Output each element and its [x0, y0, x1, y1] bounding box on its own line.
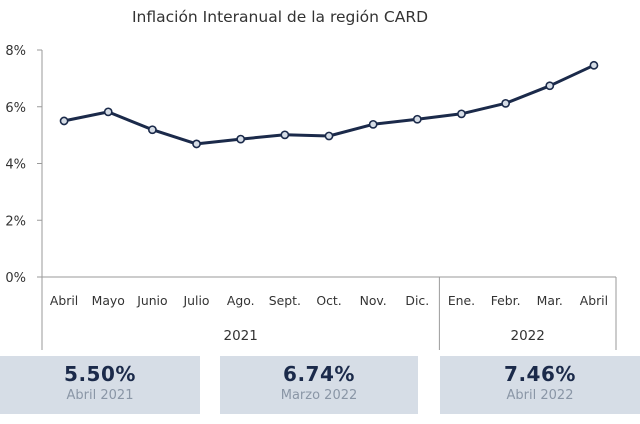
x-tick-label: Febr.	[491, 293, 521, 308]
data-point	[457, 109, 466, 119]
y-tick-label: 2%	[5, 214, 26, 229]
data-point	[412, 114, 422, 124]
y-tick-label: 4%	[5, 158, 26, 173]
y-tick-label: 6%	[5, 101, 26, 116]
data-point	[59, 116, 69, 126]
x-tick-label: Abril	[580, 293, 608, 308]
x-tick-label: Abril	[50, 293, 78, 308]
x-tick-label: Nov.	[360, 293, 387, 308]
x-tick-label: Ene.	[448, 293, 475, 308]
x-tick-label: Mar.	[537, 293, 563, 308]
stat-card-abril-2021: 5.50% Abril 2021	[0, 356, 200, 414]
stat-card-label: Abril 2021	[66, 388, 134, 403]
stat-card-label: Marzo 2022	[280, 388, 358, 403]
chart-title: Inflación Interanual de la región CARD	[132, 8, 428, 26]
stat-card-value: 5.50%	[64, 362, 136, 386]
data-point	[589, 60, 599, 70]
data-point	[501, 98, 511, 108]
stat-card-label: Abril 2022	[506, 388, 574, 403]
x-tick-label: Mayo	[92, 293, 125, 308]
data-point	[324, 131, 334, 141]
data-point	[368, 119, 378, 129]
stat-card-abril-2022: 7.46% Abril 2022	[440, 356, 640, 414]
stat-card-value: 7.46%	[504, 362, 576, 386]
x-tick-label: Oct.	[316, 293, 341, 308]
data-point	[192, 139, 201, 149]
stat-card-marzo-2022: 6.74% Marzo 2022	[220, 356, 418, 414]
y-tick-label: 8%	[5, 44, 26, 59]
y-tick-label: 0%	[5, 271, 26, 286]
x-tick-label: Ago.	[227, 293, 255, 308]
data-point	[103, 107, 113, 117]
x-tick-label: Sept.	[269, 293, 301, 308]
data-point	[236, 134, 246, 144]
data-point	[545, 81, 555, 91]
year-group-label: 2022	[511, 328, 545, 344]
chart-series	[59, 60, 599, 149]
data-point	[280, 130, 290, 140]
chart-axes: 0% 2% 4% 6% 8% Abril Mayo Junio Julio Ago. Sept. Oc…	[5, 44, 617, 350]
x-tick-label: Dic.	[405, 293, 429, 308]
data-point	[147, 125, 157, 135]
x-tick-label: Julio	[183, 293, 210, 308]
year-group-label: 2021	[224, 328, 258, 344]
inflation-line-chart: Inflación Interanual de la región CARD 0…	[5, 8, 617, 350]
stat-card-value: 6.74%	[283, 362, 355, 386]
x-tick-label: Junio	[136, 293, 167, 308]
